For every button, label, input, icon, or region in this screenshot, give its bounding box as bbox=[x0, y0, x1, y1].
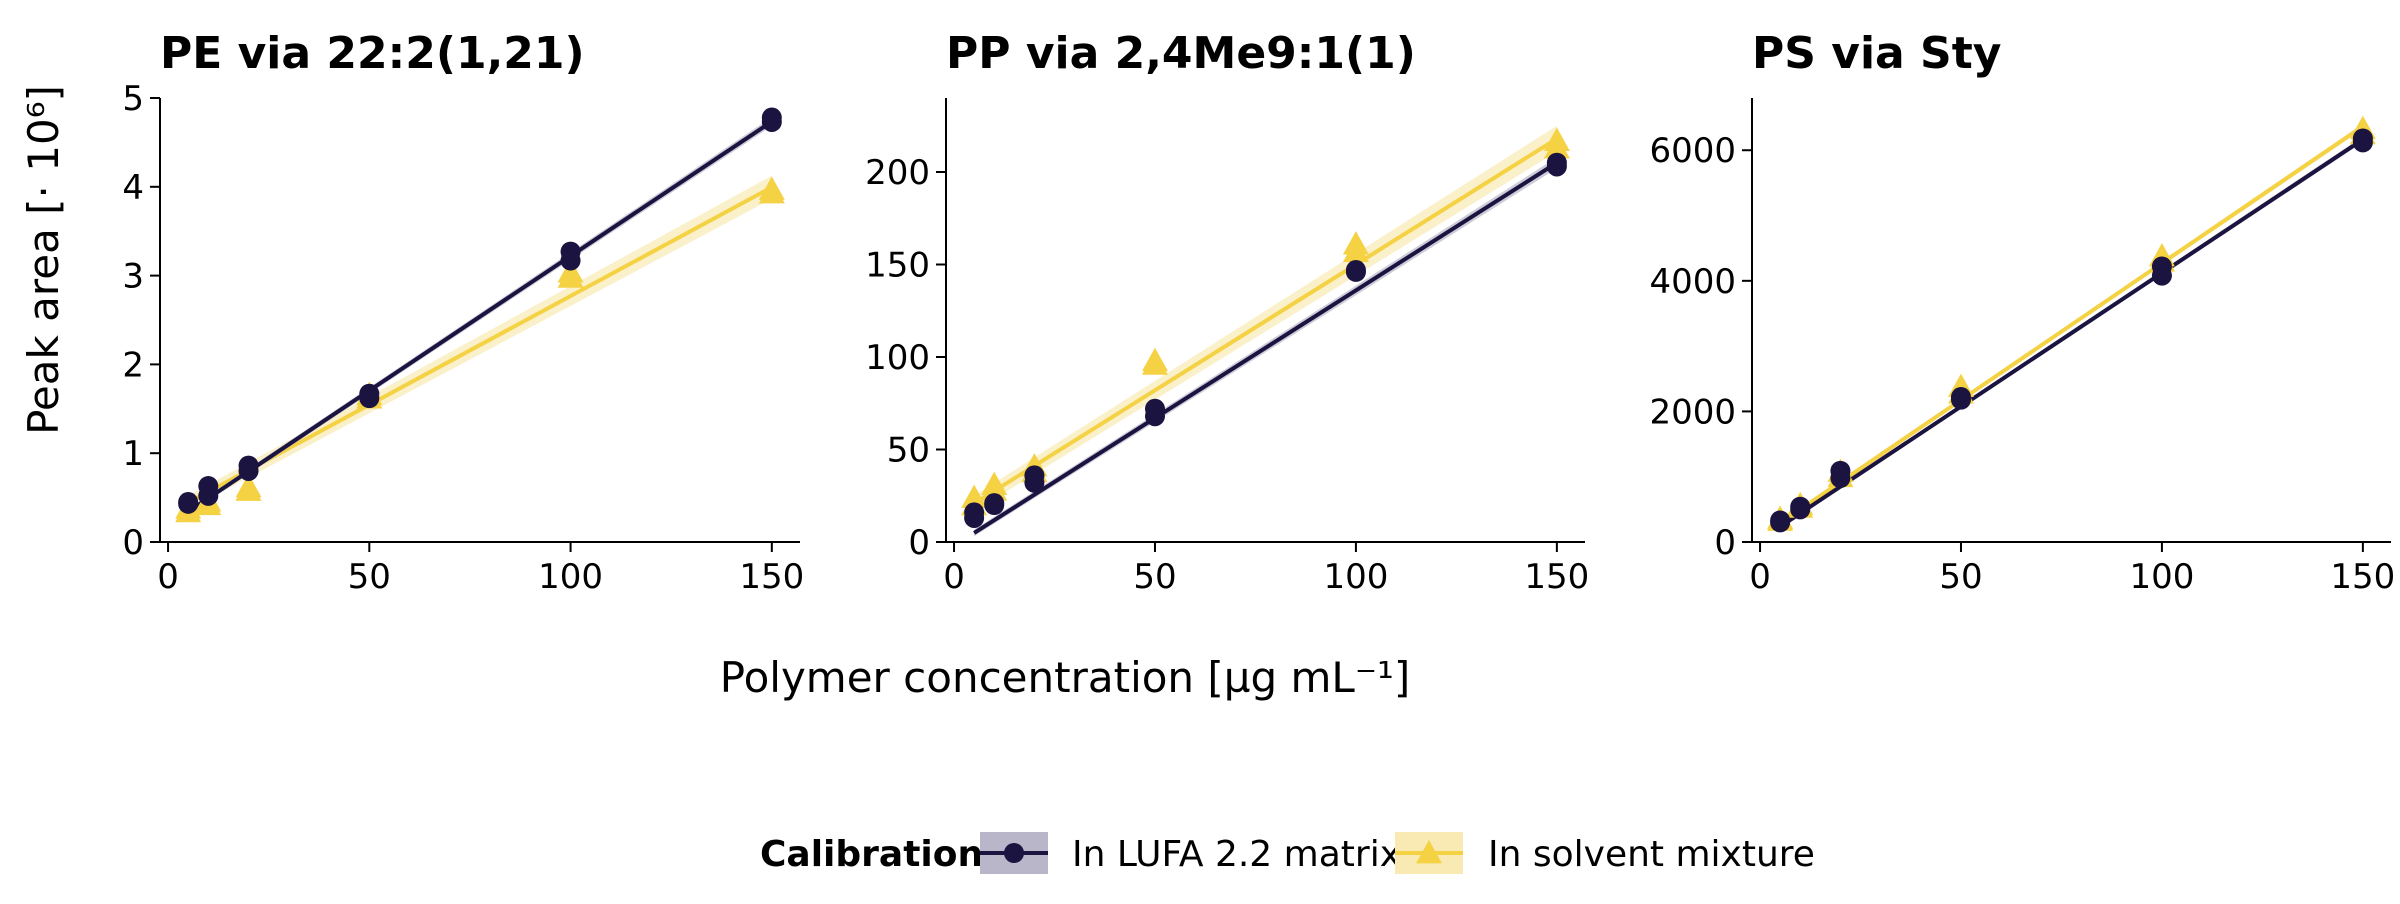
fit-line bbox=[187, 119, 773, 514]
y-tick-label: 0 bbox=[1714, 523, 1736, 563]
y-tick-label: 2000 bbox=[1649, 392, 1736, 432]
panel-3: PS via Sty 0 2000 4000 6000 0 50 100 150 bbox=[1649, 28, 2395, 597]
legend: Calibration In LUFA 2.2 matrix In solvent… bbox=[760, 832, 1815, 875]
data-point bbox=[1770, 510, 1791, 531]
x-tick-label: 100 bbox=[2129, 557, 2194, 597]
legend-title: Calibration bbox=[760, 834, 983, 875]
y-tick-label: 50 bbox=[887, 431, 930, 471]
data-point bbox=[557, 259, 584, 283]
data-point bbox=[198, 476, 219, 497]
data-point bbox=[1790, 496, 1811, 517]
x-tick-label: 50 bbox=[1133, 557, 1176, 597]
panel-title: PP via 2,4Me9:1(1) bbox=[946, 28, 1416, 79]
x-tick-label: 50 bbox=[1939, 557, 1982, 597]
legend-label: In LUFA 2.2 matrix bbox=[1072, 834, 1401, 875]
y-tick-label: 4 bbox=[122, 168, 144, 208]
fit-line bbox=[1779, 137, 2364, 529]
data-point bbox=[178, 492, 199, 513]
x-tick-label: 150 bbox=[2330, 557, 2395, 597]
x-axis-label: Polymer concentration [µg mL⁻¹] bbox=[720, 653, 1410, 702]
y-tick-label: 0 bbox=[908, 523, 930, 563]
data-point bbox=[1141, 347, 1168, 372]
data-point bbox=[2352, 128, 2373, 149]
fit-line bbox=[973, 161, 1558, 535]
data-point bbox=[2151, 256, 2172, 277]
x-tick-label: 0 bbox=[157, 557, 179, 597]
data-point bbox=[560, 241, 581, 262]
x-tick-label: 50 bbox=[348, 557, 391, 597]
legend-marker bbox=[1416, 840, 1442, 864]
x-tick-label: 100 bbox=[1323, 557, 1388, 597]
data-point bbox=[961, 484, 988, 508]
x-tick-label: 0 bbox=[1749, 557, 1771, 597]
y-tick-label: 5 bbox=[122, 79, 144, 119]
y-tick-label: 6000 bbox=[1649, 131, 1736, 171]
y-tick-label: 2 bbox=[122, 345, 144, 385]
data-point bbox=[238, 455, 259, 476]
x-tick-label: 150 bbox=[739, 557, 804, 597]
data-point bbox=[1024, 465, 1045, 486]
fit-line bbox=[187, 185, 773, 505]
data-point bbox=[1345, 260, 1366, 281]
data-point bbox=[1543, 127, 1570, 151]
legend-label: In solvent mixture bbox=[1488, 834, 1815, 875]
data-point bbox=[984, 493, 1005, 514]
x-tick-label: 0 bbox=[943, 557, 965, 597]
y-tick-label: 1 bbox=[122, 434, 144, 474]
y-tick-label: 0 bbox=[122, 523, 144, 563]
data-point bbox=[964, 502, 985, 523]
data-point bbox=[1144, 398, 1165, 419]
confidence-band bbox=[974, 125, 1557, 512]
data-point bbox=[981, 471, 1008, 496]
fit-line bbox=[973, 137, 1558, 506]
legend-entry: In solvent mixture bbox=[1395, 832, 1815, 875]
legend-marker bbox=[1004, 843, 1024, 863]
y-axis-label: Peak area [· 10⁶] bbox=[19, 85, 68, 435]
data-point bbox=[761, 107, 782, 128]
fit-line bbox=[1779, 124, 2364, 525]
panel-title: PE via 22:2(1,21) bbox=[160, 28, 585, 79]
data-point bbox=[1950, 387, 1971, 408]
y-tick-label: 3 bbox=[122, 257, 144, 297]
data-point bbox=[1830, 460, 1851, 481]
data-point bbox=[359, 383, 380, 404]
x-tick-label: 100 bbox=[538, 557, 603, 597]
panel-2: PP via 2,4Me9:1(1) 0 50 100 150 200 0 50 100 150 bbox=[865, 28, 1589, 597]
data-point bbox=[235, 473, 262, 498]
y-tick-label: 100 bbox=[865, 338, 930, 378]
x-tick-label: 150 bbox=[1524, 557, 1589, 597]
y-tick-label: 200 bbox=[865, 153, 930, 193]
y-tick-label: 4000 bbox=[1649, 262, 1736, 302]
confidence-band bbox=[188, 175, 772, 510]
data-point bbox=[1342, 231, 1369, 255]
panel-title: PS via Sty bbox=[1752, 28, 2001, 79]
y-tick-label: 150 bbox=[865, 246, 930, 286]
data-point bbox=[1546, 152, 1567, 173]
data-point bbox=[758, 176, 785, 200]
legend-entry: In LUFA 2.2 matrix bbox=[980, 832, 1401, 875]
